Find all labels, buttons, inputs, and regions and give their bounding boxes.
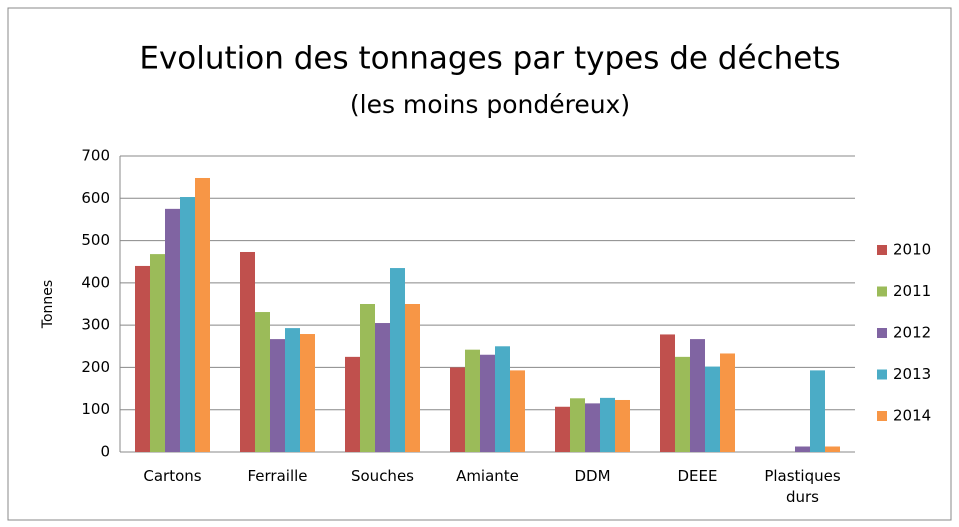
y-tick-label: 500 — [81, 231, 110, 249]
legend-label: 2011 — [893, 282, 931, 300]
bar — [600, 397, 615, 452]
x-tick-label: DEEE — [677, 467, 718, 485]
x-tick-label: Souches — [350, 467, 414, 485]
bar — [615, 399, 630, 452]
bar — [195, 177, 210, 452]
y-tick-label: 100 — [81, 400, 110, 418]
legend-label: 2014 — [893, 407, 931, 425]
bar — [150, 254, 165, 452]
bar — [360, 304, 375, 452]
y-tick-label: 0 — [100, 443, 110, 461]
bar — [795, 446, 810, 452]
bar — [450, 367, 465, 452]
y-tick-label: 400 — [81, 273, 110, 291]
y-axis-label: Tonnes — [40, 280, 56, 329]
legend-label: 2010 — [893, 241, 931, 259]
chart-subtitle: (les moins pondéreux) — [350, 90, 630, 119]
bar — [165, 208, 180, 452]
bar — [270, 339, 285, 452]
bar — [705, 366, 720, 452]
bar — [465, 349, 480, 452]
y-tick-label: 700 — [81, 147, 110, 165]
bar — [510, 370, 525, 452]
y-tick-label: 200 — [81, 358, 110, 376]
x-tick-label: Amiante — [456, 467, 519, 485]
bar — [690, 339, 705, 452]
bar — [345, 356, 360, 452]
legend-swatch — [877, 245, 887, 255]
bar — [480, 354, 495, 452]
x-tick-label: Plastiques durs — [764, 467, 841, 506]
bar — [405, 304, 420, 452]
y-tick-label: 300 — [81, 316, 110, 334]
legend-swatch — [877, 369, 887, 380]
bar — [825, 446, 840, 452]
bar — [285, 328, 300, 452]
bar — [810, 370, 825, 452]
bar — [135, 265, 150, 452]
bar — [675, 356, 690, 452]
bar — [660, 334, 675, 452]
bar — [180, 197, 195, 452]
bar — [255, 312, 270, 452]
bar — [375, 323, 390, 452]
bar — [390, 268, 405, 452]
bar — [585, 403, 600, 452]
bar — [720, 353, 735, 452]
bar — [240, 251, 255, 452]
legend-swatch — [877, 286, 887, 297]
bar — [300, 334, 315, 452]
x-tick-label: Cartons — [143, 467, 202, 485]
bar — [495, 346, 510, 452]
chart-title: Evolution des tonnages par types de déch… — [139, 41, 840, 77]
x-tick-label: Ferraille — [247, 467, 308, 485]
bar — [570, 398, 585, 452]
legend-swatch — [877, 411, 887, 421]
y-tick-label: 600 — [81, 189, 110, 207]
legend-label: 2012 — [893, 324, 931, 342]
legend-label: 2013 — [893, 365, 931, 383]
x-tick-label: DDM — [574, 467, 611, 485]
legend-swatch — [877, 328, 887, 338]
bar — [555, 406, 570, 452]
